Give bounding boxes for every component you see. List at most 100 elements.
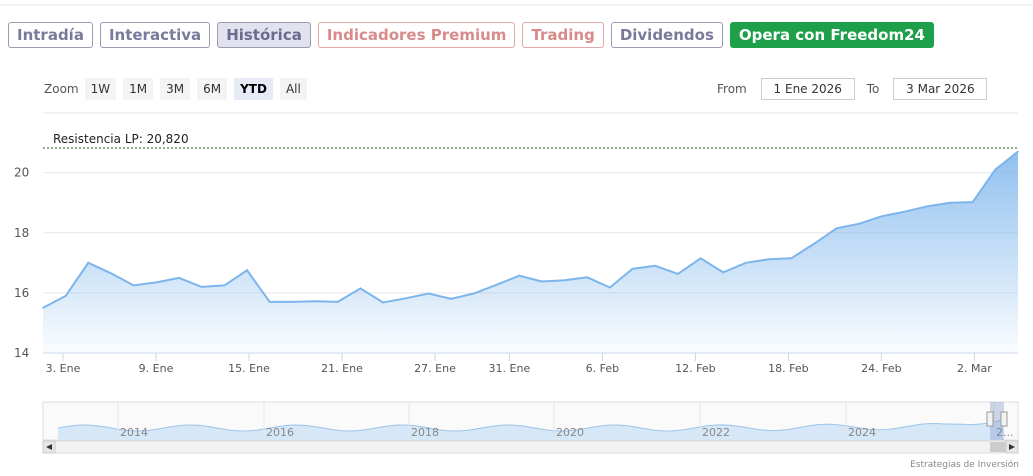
series-line xyxy=(42,150,1019,309)
scrollbar-right-button[interactable] xyxy=(1005,440,1019,454)
navigator-year-label: 2018 xyxy=(411,426,439,439)
data-point xyxy=(518,274,520,277)
data-point xyxy=(110,272,112,275)
data-point xyxy=(858,222,861,225)
navigator-selected-range xyxy=(990,402,1004,440)
data-point xyxy=(1017,150,1019,153)
x-tick-label: 2. Mar xyxy=(957,362,992,375)
data-point xyxy=(155,281,158,284)
data-point xyxy=(495,283,498,286)
data-point xyxy=(631,268,634,270)
data-point xyxy=(541,280,543,283)
resistance-label: Resistencia LP: 20,820 xyxy=(53,132,189,146)
y-tick-label: 20 xyxy=(14,166,29,180)
scroll-right-icon xyxy=(1009,444,1015,450)
data-point xyxy=(450,298,452,300)
data-point xyxy=(835,227,838,230)
data-point xyxy=(246,269,248,272)
x-tick-label: 15. Ene xyxy=(228,362,270,375)
data-point xyxy=(291,301,294,303)
zoom-1m-button[interactable]: 1M xyxy=(123,78,154,100)
chart-view-tabs: Intradía Interactiva Histórica Indicadores … xyxy=(8,22,934,48)
data-point xyxy=(903,210,906,213)
x-tick-label: 27. Ene xyxy=(414,362,456,375)
data-point xyxy=(42,307,44,309)
data-point xyxy=(473,292,475,295)
tab-trading[interactable]: Trading xyxy=(522,22,604,48)
tab-opera-con-freedom24[interactable]: Opera con Freedom24 xyxy=(729,22,934,48)
x-tick-label: 6. Feb xyxy=(586,362,619,375)
data-point xyxy=(767,258,770,261)
zoom-3m-button[interactable]: 3M xyxy=(160,78,191,100)
data-point xyxy=(813,243,815,245)
x-tick-label: 21. Ene xyxy=(321,362,363,375)
scrollbar-thumb[interactable] xyxy=(990,442,1006,452)
zoom-all-button[interactable]: All xyxy=(279,78,307,100)
navigator-area xyxy=(58,419,1003,440)
series-area xyxy=(43,151,1018,353)
x-tick-label: 3. Ene xyxy=(46,362,81,375)
data-point xyxy=(677,273,679,275)
x-tick-label: 31. Ene xyxy=(489,362,531,375)
data-point xyxy=(790,257,793,260)
to-label: To xyxy=(866,82,880,96)
scroll-left-icon xyxy=(46,444,52,450)
x-tick-label: 9. Ene xyxy=(139,362,174,375)
tab-dividendos[interactable]: Dividendos xyxy=(610,22,723,48)
data-point xyxy=(745,262,747,264)
from-label: From xyxy=(717,82,747,96)
x-tick-label: 18. Feb xyxy=(768,362,808,375)
data-point xyxy=(87,262,90,264)
data-point xyxy=(336,301,339,303)
data-point xyxy=(268,301,271,303)
chart-credits[interactable]: Estrategias de Inversión xyxy=(910,460,1019,470)
data-point xyxy=(609,286,611,289)
data-point xyxy=(926,205,929,208)
zoom-selector: Zoom 1W 1M 3M 6M YTD All xyxy=(44,78,314,100)
data-point xyxy=(382,301,384,304)
data-point xyxy=(178,277,180,279)
data-point xyxy=(359,287,362,290)
navigator-year-label: 2014 xyxy=(120,426,148,439)
tab-indicadores-premium[interactable]: Indicadores Premium xyxy=(317,22,516,48)
navigator-left-handle[interactable] xyxy=(986,411,994,427)
zoom-label: Zoom xyxy=(44,82,79,96)
data-point xyxy=(404,297,407,300)
navigator-year-label: 2016 xyxy=(266,426,294,439)
y-tick-label: 18 xyxy=(14,226,29,240)
from-date-input[interactable]: 1 Ene 2026 xyxy=(760,78,855,100)
zoom-1w-button[interactable]: 1W xyxy=(84,78,117,100)
navigator-panel xyxy=(42,401,1019,441)
x-tick-label: 24. Feb xyxy=(861,362,901,375)
y-tick-label: 14 xyxy=(14,346,29,360)
data-point xyxy=(881,215,883,218)
zoom-ytd-button[interactable]: YTD xyxy=(234,78,273,100)
data-point xyxy=(994,168,997,171)
data-point xyxy=(586,276,588,279)
tab-interactiva[interactable]: Interactiva xyxy=(99,22,211,48)
data-point xyxy=(699,257,702,260)
scrollbar-left-button[interactable] xyxy=(42,440,56,454)
tab-intrad-a[interactable]: Intradía xyxy=(8,22,93,48)
data-point xyxy=(654,265,657,267)
navigator-year-label: 2022 xyxy=(702,426,730,439)
data-point xyxy=(971,201,974,203)
data-point xyxy=(64,295,67,297)
data-point xyxy=(722,271,725,274)
to-date-input[interactable]: 3 Mar 2026 xyxy=(893,78,988,100)
data-point xyxy=(132,284,135,287)
zoom-6m-button[interactable]: 6M xyxy=(197,78,228,100)
data-point xyxy=(314,300,316,303)
data-point xyxy=(200,286,203,288)
navigator-right-handle[interactable] xyxy=(1000,411,1008,427)
tab-hist-rica[interactable]: Histórica xyxy=(217,22,311,48)
data-point xyxy=(427,292,430,295)
scrollbar-track xyxy=(42,440,1019,454)
date-range-selector: From 1 Ene 2026 To 3 Mar 2026 xyxy=(717,78,988,100)
x-tick-label: 12. Feb xyxy=(675,362,715,375)
data-point xyxy=(223,284,226,287)
navigator-line xyxy=(57,419,1004,432)
y-tick-label: 16 xyxy=(14,286,29,300)
navigator-year-label: 2020 xyxy=(556,426,584,439)
